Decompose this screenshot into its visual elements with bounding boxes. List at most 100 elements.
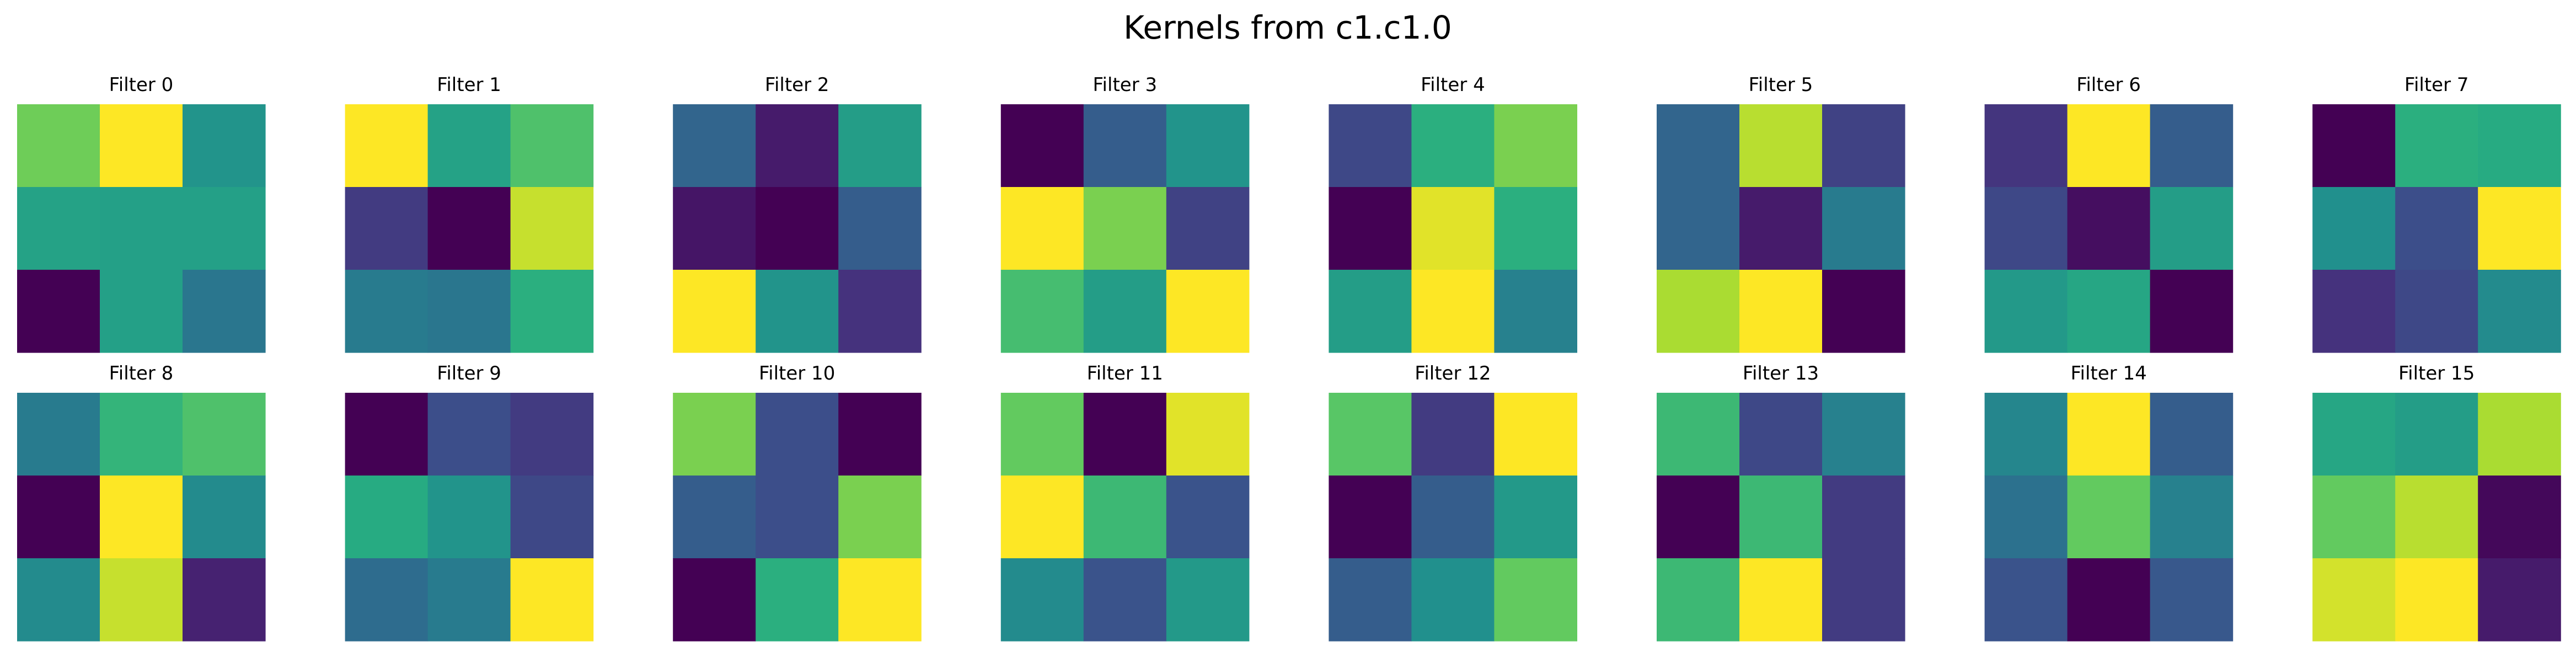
kernel-cell — [1494, 476, 1577, 559]
kernel-cell — [838, 270, 922, 353]
kernel-cell — [673, 558, 756, 642]
kernel-cell — [2067, 558, 2151, 642]
kernel-cell — [1657, 270, 1740, 353]
kernel-panel: Filter 10 — [673, 362, 922, 642]
kernel-cell — [2395, 187, 2478, 270]
kernel-cell — [2478, 270, 2561, 353]
kernel-cell — [1329, 558, 1412, 642]
kernel-cell — [1822, 104, 1905, 188]
kernel-panel: Filter 1 — [345, 74, 594, 353]
kernel-panel: Filter 8 — [17, 362, 266, 642]
kernel-panel: Filter 9 — [345, 362, 594, 642]
panel-title: Filter 1 — [437, 74, 501, 96]
kernel-cell — [2395, 558, 2478, 642]
kernel-cell — [183, 558, 266, 642]
kernel-cell — [17, 270, 100, 353]
kernel-cell — [673, 270, 756, 353]
kernel-cell — [2150, 558, 2234, 642]
kernel-cell — [2478, 104, 2561, 188]
kernel-cell — [2312, 187, 2396, 270]
kernel-cell — [1166, 187, 1250, 270]
panel-title: Filter 2 — [765, 74, 829, 96]
kernel-panel: Filter 4 — [1329, 74, 1577, 353]
kernel-cell — [510, 187, 594, 270]
kernel-cell — [1984, 393, 2068, 476]
kernel-cell — [1083, 104, 1167, 188]
kernel-cell — [756, 104, 839, 188]
kernel-cell — [427, 187, 511, 270]
kernel-panel: Filter 12 — [1329, 362, 1577, 642]
panel-title: Filter 8 — [109, 362, 174, 384]
kernel-cell — [1984, 270, 2068, 353]
kernel-cell — [1822, 187, 1905, 270]
kernel-cell — [1166, 270, 1250, 353]
kernel-cell — [427, 270, 511, 353]
kernel-cell — [838, 104, 922, 188]
kernel-cell — [1739, 476, 1823, 559]
kernel-cell — [17, 558, 100, 642]
kernel-cell — [1657, 187, 1740, 270]
kernel-cell — [1000, 476, 1084, 559]
kernel-cell — [2312, 104, 2396, 188]
kernel-cell — [183, 270, 266, 353]
kernel-cell — [2067, 270, 2151, 353]
kernel-cell — [1494, 270, 1577, 353]
kernel-cell — [1657, 393, 1740, 476]
kernel-cell — [1083, 270, 1167, 353]
kernel-cell — [2150, 187, 2234, 270]
kernel-cell — [2312, 476, 2396, 559]
kernel-cell — [1411, 270, 1495, 353]
kernel-panel: Filter 13 — [1657, 362, 1905, 642]
kernel-cell — [1329, 270, 1412, 353]
panel-title: Filter 3 — [1092, 74, 1157, 96]
kernel-cell — [2067, 393, 2151, 476]
kernel-cell — [1411, 476, 1495, 559]
kernel-cell — [1494, 393, 1577, 476]
kernel-cell — [2312, 393, 2396, 476]
kernel-cell — [2478, 393, 2561, 476]
kernel-cell — [1329, 476, 1412, 559]
kernel-cell — [1494, 187, 1577, 270]
kernel-cell — [2478, 187, 2561, 270]
kernel-cell — [673, 187, 756, 270]
kernel-cell — [1329, 187, 1412, 270]
kernel-cell — [510, 393, 594, 476]
kernel-cell — [510, 476, 594, 559]
kernel-cell — [2067, 476, 2151, 559]
kernel-cell — [756, 558, 839, 642]
kernel-cell — [100, 187, 183, 270]
kernel-cell — [1494, 104, 1577, 188]
kernel-cell — [1984, 187, 2068, 270]
kernel-grid: Filter 0 Filter 1 Filter 2 Filter 3 Filter 4… — [17, 74, 2561, 642]
kernel-cell — [756, 393, 839, 476]
kernel-cell — [2395, 393, 2478, 476]
kernel-cell — [510, 558, 594, 642]
kernel-cell — [1739, 270, 1823, 353]
kernel-cell — [345, 558, 429, 642]
kernel-cell — [838, 187, 922, 270]
kernel-cell — [345, 270, 429, 353]
kernel-cell — [2478, 558, 2561, 642]
figure-title: Kernels from c1.c1.0 — [1123, 9, 1452, 46]
kernel-cell — [2150, 393, 2234, 476]
kernel-cell — [1411, 104, 1495, 188]
kernel-cell — [183, 476, 266, 559]
panel-title: Filter 5 — [1749, 74, 1813, 96]
kernel-cell — [838, 558, 922, 642]
kernel-cell — [1000, 187, 1084, 270]
kernel-cell — [17, 104, 100, 188]
kernel-cell — [1657, 558, 1740, 642]
panel-title: Filter 10 — [759, 362, 835, 384]
kernel-cell — [1984, 104, 2068, 188]
kernel-cell — [510, 270, 594, 353]
kernel-cell — [838, 393, 922, 476]
kernel-cell — [2395, 104, 2478, 188]
panel-title: Filter 9 — [437, 362, 501, 384]
kernel-cell — [2067, 187, 2151, 270]
kernel-cell — [2067, 104, 2151, 188]
kernel-cell — [1166, 558, 1250, 642]
kernel-cell — [1411, 393, 1495, 476]
kernel-cell — [1984, 476, 2068, 559]
kernel-cell — [2150, 270, 2234, 353]
